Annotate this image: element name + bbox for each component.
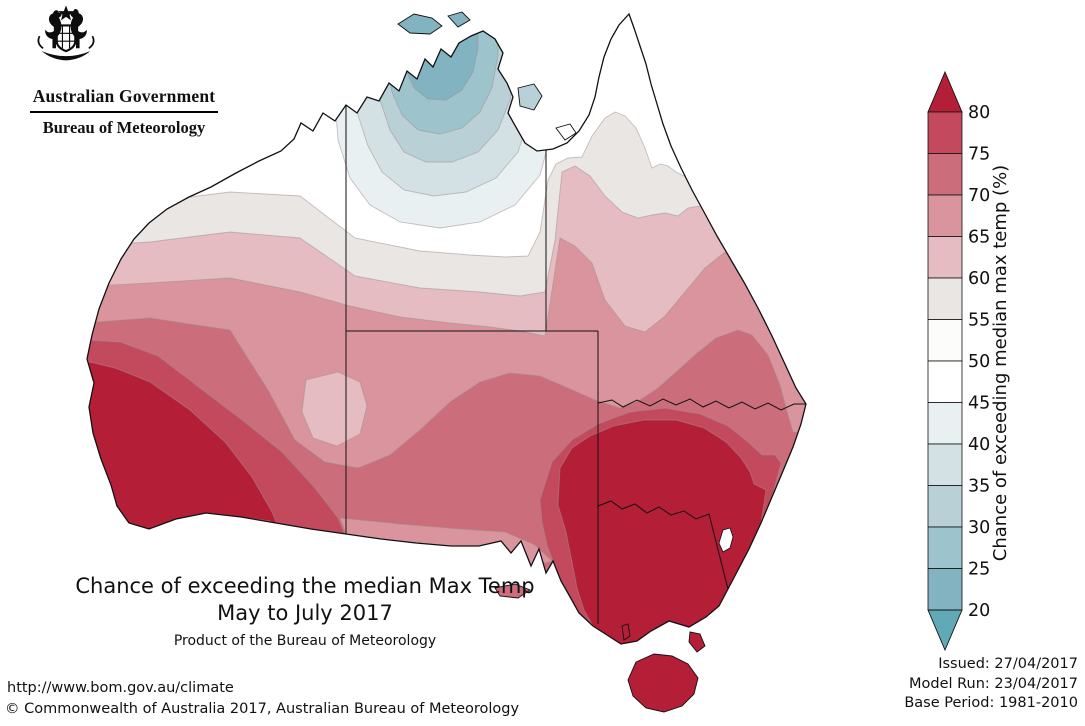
groote-eylandt	[517, 83, 543, 111]
map-title-block: Chance of exceeding the median Max Temp …	[68, 574, 542, 649]
band-gt80-southeast	[557, 419, 767, 644]
border-qld-nsw	[597, 398, 806, 411]
legend-tick: 55	[968, 311, 990, 331]
legend-tick: 60	[968, 269, 990, 289]
model-run-date: Model Run: 23/04/2017	[908, 675, 1078, 692]
legend-tick: 25	[968, 560, 990, 580]
border-nsw-vic-murray	[597, 500, 729, 590]
map-period: May to July 2017	[217, 601, 393, 625]
legend-swatch-70-75	[927, 153, 963, 196]
legend-swatch-50-55	[927, 319, 963, 362]
legend-axis-label: Chance of exceeding median max temp (%)	[990, 165, 1011, 561]
issued-date: Issued: 27/04/2017	[938, 656, 1078, 672]
flinders-island	[688, 631, 706, 653]
copyright-text: © Commonwealth of Australia 2017, Austra…	[5, 701, 520, 717]
logo-divider	[30, 111, 218, 113]
lake-nsw	[718, 527, 734, 553]
islands	[397, 11, 706, 713]
kangaroo-island	[494, 583, 531, 599]
legend-tick: 35	[968, 477, 990, 497]
legend-tick: 80	[968, 103, 990, 123]
map-product-caption: Product of the Bureau of Meteorology	[173, 633, 437, 649]
map-title: Chance of exceeding the median Max Temp	[75, 574, 535, 598]
legend-tick-labels: 80 75 70 65 60 55 50 45 40 35 30 25 20	[968, 103, 990, 621]
tiwi-islands	[397, 11, 471, 35]
logo-government-text: Australian Government	[32, 86, 216, 106]
legend-tick: 40	[968, 435, 990, 455]
legend-swatch-60-65	[927, 236, 963, 279]
legend-swatch-75-80	[927, 111, 963, 154]
king-island	[621, 623, 631, 641]
legend-swatch-30-35	[927, 485, 963, 528]
mornington-island	[555, 123, 577, 141]
legend-swatch-25-30	[927, 526, 963, 569]
bom-url-text: http://www.bom.gov.au/climate	[7, 680, 234, 696]
legend-arrow-above-80	[927, 70, 963, 113]
legend-tick: 70	[968, 186, 990, 206]
legend-swatch-65-70	[927, 194, 963, 237]
legend-swatch-40-45	[927, 402, 963, 445]
legend-swatch-55-60	[927, 277, 963, 320]
logo-bureau-text: Bureau of Meteorology	[42, 118, 206, 137]
tasmania	[627, 653, 699, 713]
base-period: Base Period: 1981-2010	[904, 695, 1078, 711]
legend-tick: 65	[968, 228, 990, 248]
legend-arrow-below-20	[927, 609, 963, 652]
legend-colorbar: 80 75 70 65 60 55 50 45 40 35 30 25 20 C…	[927, 70, 1011, 652]
legend-tick: 75	[968, 145, 990, 165]
issue-info-block: Issued: 27/04/2017 Model Run: 23/04/2017…	[904, 655, 1078, 714]
legend-tick: 45	[968, 394, 990, 414]
band-60-65-inlier-wa	[301, 371, 368, 447]
legend-swatch-45-50	[927, 360, 963, 403]
bom-logo: Australian Government Bureau of Meteorol…	[30, 4, 218, 138]
legend-swatch-35-40	[927, 443, 963, 486]
legend-tick: 50	[968, 352, 990, 372]
legend-tick: 20	[968, 601, 990, 621]
legend-swatch-20-25	[927, 568, 963, 611]
coat-of-arms-icon	[37, 5, 95, 61]
state-borders	[345, 105, 806, 624]
legend-tick: 30	[968, 518, 990, 538]
